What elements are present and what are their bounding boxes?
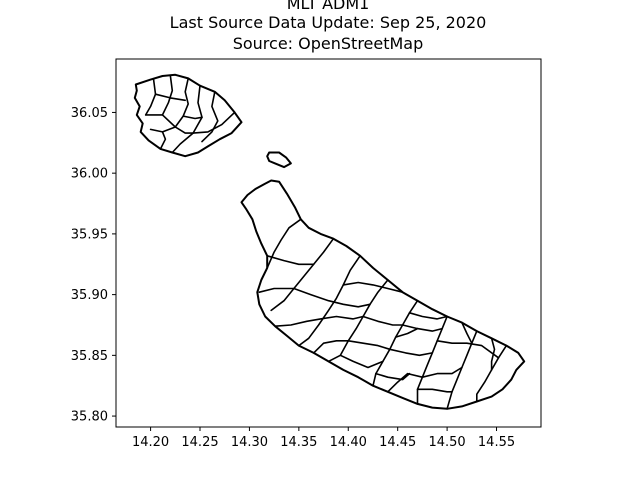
y-tick-label: 35.95 (71, 227, 108, 242)
district-boundary-malta-8 (266, 255, 315, 266)
district-boundary-gozo-9 (159, 131, 167, 150)
district-boundary-malta-1 (270, 237, 335, 312)
map-title: MLT ADM1 Last Source Data Update: Sep 25… (170, 0, 487, 53)
y-tick-label: 36.05 (71, 106, 108, 121)
y-tick-label: 35.80 (71, 410, 108, 425)
district-boundary-gozo-7 (192, 111, 236, 134)
title-line-1: MLT ADM1 (287, 0, 370, 13)
x-tick-label: 14.20 (132, 435, 169, 450)
island-gozo (133, 73, 243, 158)
district-boundary-malta-22 (375, 372, 411, 381)
title-line-2: Last Source Data Update: Sep 25, 2020 (170, 13, 487, 32)
district-boundary-malta-24 (312, 339, 350, 354)
district-boundary-gozo-3 (154, 93, 186, 102)
district-boundary-gozo-0 (144, 78, 157, 116)
y-tick-label: 35.90 (71, 288, 108, 303)
district-boundary-malta-3 (327, 279, 389, 363)
district-boundary-gozo-5 (171, 84, 203, 154)
x-tick-label: 14.40 (330, 435, 367, 450)
plot-frame (115, 58, 542, 428)
district-boundary-malta-5 (416, 315, 448, 405)
island-outline-comino (266, 151, 292, 169)
district-boundary-malta-18 (408, 311, 448, 320)
y-axis: 35.80 35.85 35.90 35.95 36.00 36.05 (71, 106, 116, 425)
district-boundary-malta-21 (386, 372, 424, 393)
y-tick-label: 36.00 (71, 167, 108, 182)
island-outline-malta (240, 179, 526, 410)
district-boundary-malta-7 (475, 344, 508, 403)
district-boundary-malta-4 (372, 299, 419, 387)
x-axis: 14.20 14.25 14.30 14.35 14.40 14.45 14.50 14.55 (132, 427, 515, 450)
island-malta (240, 179, 526, 410)
island-comino (266, 151, 292, 169)
x-tick-label: 14.45 (379, 435, 416, 450)
x-tick-label: 14.25 (181, 435, 218, 450)
district-boundary-malta-14 (339, 354, 384, 369)
district-boundary-malta-16 (421, 366, 463, 379)
district-boundary-malta-9 (258, 287, 371, 308)
district-boundary-gozo-1 (161, 75, 174, 116)
district-boundary-gozo-10 (182, 115, 203, 120)
district-boundary-malta-15 (436, 339, 500, 359)
x-tick-label: 14.55 (478, 435, 515, 450)
y-tick-label: 35.85 (71, 349, 108, 364)
title-line-3: Source: OpenStreetMap (233, 34, 424, 53)
x-tick-label: 14.50 (428, 435, 465, 450)
district-boundary-gozo-8 (174, 126, 194, 134)
district-boundary-malta-20 (416, 388, 453, 393)
district-boundary-malta-23 (490, 337, 496, 371)
district-boundary-malta-12 (362, 315, 444, 332)
district-boundary-malta-11 (342, 281, 404, 294)
district-boundary-malta-19 (461, 321, 473, 345)
district-boundary-gozo-6 (201, 91, 219, 143)
district-boundary-malta-17 (394, 327, 419, 338)
district-boundary-gozo-4 (144, 114, 177, 128)
x-tick-label: 14.30 (231, 435, 268, 450)
map-layer (133, 73, 526, 410)
x-tick-label: 14.35 (280, 435, 317, 450)
district-boundary-malta-13 (347, 339, 434, 357)
district-boundary-malta-2 (297, 255, 361, 347)
district-boundary-malta-10 (274, 315, 364, 328)
